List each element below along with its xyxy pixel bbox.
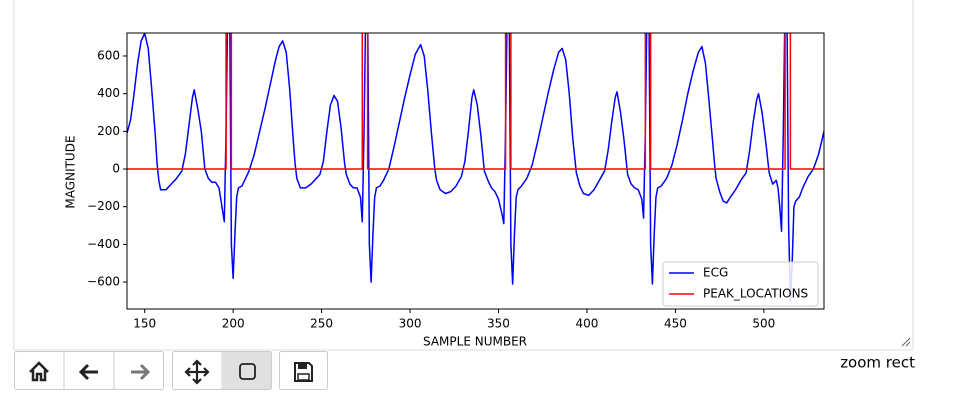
x-tick-label: 300 xyxy=(399,317,422,331)
legend-label: PEAK_LOCATIONS xyxy=(703,287,808,301)
x-tick-label: 250 xyxy=(310,317,333,331)
y-tick-label: 200 xyxy=(97,124,120,138)
legend-label: ECG xyxy=(703,266,728,280)
pan-button[interactable] xyxy=(184,359,210,385)
x-tick-label: 200 xyxy=(222,317,245,331)
toolbar xyxy=(14,351,328,390)
back-button[interactable] xyxy=(78,363,98,381)
series-line xyxy=(127,33,824,302)
resize-handle[interactable] xyxy=(901,337,911,347)
x-tick-label: 150 xyxy=(133,317,156,331)
x-tick-label: 400 xyxy=(575,317,598,331)
x-tick-label: 500 xyxy=(752,317,775,331)
y-tick-label: 600 xyxy=(97,48,120,62)
plot-area xyxy=(127,33,824,302)
y-tick-label: 400 xyxy=(97,86,120,100)
y-tick-label: −200 xyxy=(87,199,120,213)
x-tick-label: 450 xyxy=(664,317,687,331)
x-axis-label: SAMPLE NUMBER xyxy=(423,335,527,349)
y-axis-label: MAGNITUDE xyxy=(64,135,78,208)
save-group xyxy=(279,351,328,390)
y-tick-label: −400 xyxy=(87,237,120,251)
y-tick-label: 0 xyxy=(112,162,120,176)
zoom-button-active[interactable] xyxy=(223,352,271,389)
x-tick-label: 350 xyxy=(487,317,510,331)
axes-frame xyxy=(126,32,825,310)
series-line xyxy=(127,33,824,170)
y-tick-label: −600 xyxy=(87,275,120,289)
save-button[interactable] xyxy=(294,362,313,382)
legend-box xyxy=(662,261,819,307)
forward-button[interactable] xyxy=(131,363,151,381)
zoom-icon xyxy=(239,363,256,380)
home-button[interactable] xyxy=(29,361,49,382)
status-text: zoom rect xyxy=(840,354,915,372)
